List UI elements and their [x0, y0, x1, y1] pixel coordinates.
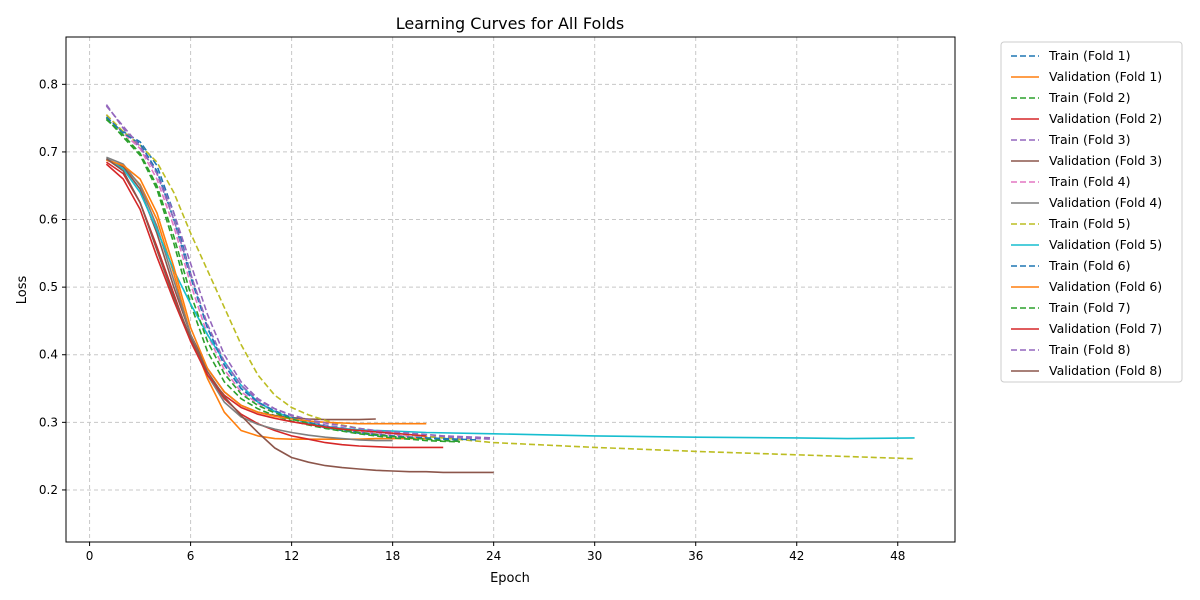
x-tick-label: 0 — [86, 549, 94, 563]
legend-label: Validation (Fold 4) — [1049, 195, 1162, 210]
series-line-13 — [105, 118, 461, 443]
series-line-4 — [105, 161, 444, 449]
y-axis-ticks: 0.2 0.3 0.4 0.5 0.6 0.7 0.8 — [39, 77, 66, 497]
legend-label: Train (Fold 5) — [1048, 216, 1130, 231]
series-line-15 — [105, 105, 494, 439]
legend-label: Validation (Fold 7) — [1049, 321, 1162, 336]
legend-label: Validation (Fold 5) — [1049, 237, 1162, 252]
y-tick-label: 0.2 — [39, 483, 58, 497]
y-tick-label: 0.6 — [39, 213, 58, 227]
x-axis-ticks: 0 6 12 18 24 30 36 42 48 — [86, 542, 905, 563]
legend-label: Train (Fold 2) — [1048, 90, 1130, 105]
y-axis-label: Loss — [15, 276, 30, 305]
x-tick-label: 30 — [587, 549, 602, 563]
x-axis-label: Epoch — [490, 571, 530, 586]
x-tick-label: 18 — [385, 549, 400, 563]
legend-label: Validation (Fold 3) — [1049, 153, 1162, 168]
series-line-16 — [105, 158, 494, 474]
chart-title: Learning Curves for All Folds — [396, 14, 625, 33]
legend-label: Validation (Fold 2) — [1049, 111, 1162, 126]
series-line-8 — [106, 156, 393, 442]
series-lines — [105, 104, 915, 474]
x-tick-label: 42 — [789, 549, 804, 563]
y-tick-label: 0.5 — [39, 280, 58, 294]
y-tick-label: 0.4 — [39, 348, 58, 362]
legend-label: Train (Fold 7) — [1048, 300, 1130, 315]
series-line-9 — [105, 114, 915, 460]
legend-label: Train (Fold 1) — [1048, 48, 1130, 63]
legend-label: Train (Fold 4) — [1048, 174, 1130, 189]
legend-label: Validation (Fold 1) — [1049, 69, 1162, 84]
x-tick-label: 36 — [688, 549, 703, 563]
plot-frame — [65, 36, 956, 543]
y-tick-label: 0.7 — [39, 145, 58, 159]
legend-box — [1000, 41, 1183, 383]
legend-label: Validation (Fold 6) — [1049, 279, 1162, 294]
series-line-14 — [105, 163, 427, 437]
x-tick-label: 48 — [890, 549, 905, 563]
x-tick-label: 6 — [187, 549, 195, 563]
series-line-12 — [106, 159, 427, 425]
y-tick-label: 0.3 — [39, 415, 58, 429]
legend-label: Validation (Fold 8) — [1049, 363, 1162, 378]
legend-label: Train (Fold 8) — [1048, 342, 1130, 357]
y-tick-label: 0.8 — [39, 77, 58, 91]
legend-label: Train (Fold 3) — [1048, 132, 1130, 147]
series-line-10 — [105, 158, 915, 440]
legend: Train (Fold 1) Validation (Fold 1) Train (… — [1000, 41, 1183, 383]
x-tick-label: 24 — [486, 549, 501, 563]
legend-label: Train (Fold 6) — [1048, 258, 1130, 273]
series-line-11 — [105, 116, 477, 441]
series-line-2 — [106, 159, 427, 441]
x-tick-label: 12 — [284, 549, 299, 563]
